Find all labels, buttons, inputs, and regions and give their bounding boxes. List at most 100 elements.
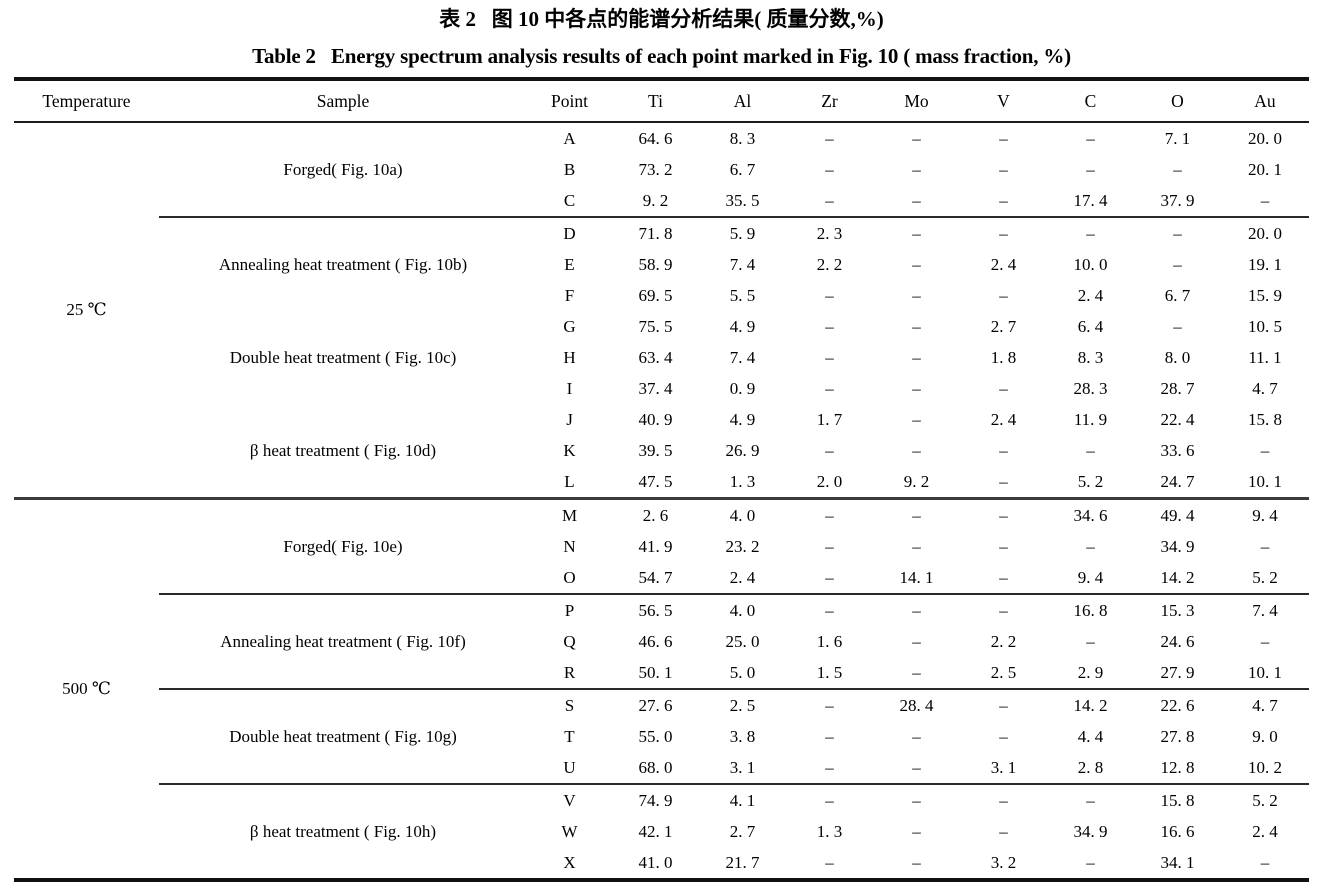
value-cell-v: 2. 4 [990, 254, 1017, 274]
value-cell-ti: 75. 5 [638, 316, 673, 336]
value-cell-au: – [1260, 631, 1270, 651]
table-row: U 68. 0 3. 1 – – 3. 1 2. 8 12. 8 10. 2 [14, 752, 1309, 784]
column-header-point: Point [527, 79, 612, 123]
value-cell-ti: 40. 9 [638, 409, 673, 429]
point-cell: U [563, 757, 576, 777]
value-cell-al: 4. 0 [699, 593, 786, 626]
column-header-ti: Ti [612, 79, 699, 123]
column-header-c: C [1047, 79, 1134, 123]
value-cell-au: 7. 4 [1221, 593, 1309, 626]
column-header-au: Au [1221, 79, 1309, 123]
value-cell-mo: – [912, 536, 921, 556]
value-cell-o: 28. 7 [1160, 378, 1195, 398]
value-cell-c: – [1086, 440, 1095, 460]
value-cell-o: 37. 9 [1160, 190, 1195, 210]
table-title-english: Table 2 Energy spectrum analysis results… [252, 44, 1071, 68]
value-cell-mo: – [912, 347, 921, 367]
value-cell-zr: – [825, 128, 834, 148]
value-cell-v: – [960, 688, 1047, 721]
sample-cell: β heat treatment ( Fig. 10d) [249, 440, 437, 460]
value-cell-al: 7. 4 [729, 347, 756, 367]
point-cell: S [527, 688, 612, 721]
value-cell-v: 2. 4 [990, 409, 1017, 429]
value-cell-c: – [1086, 159, 1095, 179]
value-cell-v: – [999, 440, 1008, 460]
value-cell-ti: 9. 2 [642, 190, 669, 210]
value-cell-mo: – [912, 159, 921, 179]
value-cell-o: 15. 3 [1134, 593, 1221, 626]
value-cell-al: 4. 1 [699, 783, 786, 816]
table-row: β heat treatment ( Fig. 10h) V 74. 9 4. 1– –… [14, 783, 1309, 880]
value-cell-ti: 56. 5 [612, 593, 699, 626]
value-cell-zr: – [825, 726, 834, 746]
sample-cell: Annealing heat treatment ( Fig. 10b) [159, 216, 527, 311]
value-cell-v: – [999, 128, 1008, 148]
value-cell-au: 10. 2 [1248, 757, 1282, 777]
sample-cell: Forged( Fig. 10e) [159, 497, 527, 594]
point-cell: E [564, 254, 575, 274]
value-cell-al: 26. 9 [725, 440, 760, 460]
sample-cell: Double heat treatment ( Fig. 10c) [229, 347, 457, 367]
value-cell-c: 11. 9 [1073, 409, 1108, 429]
point-cell: N [563, 536, 576, 556]
point-cell: Q [563, 631, 576, 651]
value-cell-mo: – [912, 409, 921, 429]
table-row: I 37. 4 0. 9 – – – 28. 3 28. 7 4. 7 [14, 373, 1309, 404]
value-cell-ti: 47. 5 [638, 471, 673, 491]
value-cell-o: 22. 6 [1134, 688, 1221, 721]
value-cell-au: 5. 2 [1221, 783, 1309, 816]
value-cell-mo: – [912, 378, 921, 398]
value-cell-al: 35. 5 [725, 190, 760, 210]
value-cell-al: 3. 1 [729, 757, 756, 777]
value-cell-c: 34. 6 [1047, 497, 1134, 531]
value-cell-au: 20. 0 [1248, 128, 1282, 148]
value-cell-o: 24. 7 [1160, 471, 1195, 491]
value-cell-al: 2. 4 [729, 567, 756, 587]
table-row: Double heat treatment ( Fig. 10c) G 75. 5 4… [14, 311, 1309, 367]
value-cell-au: 9. 4 [1221, 497, 1309, 531]
value-cell-al: 1. 3 [729, 471, 756, 491]
value-cell-v: 2. 5 [990, 662, 1017, 682]
value-cell-v: 3. 1 [990, 757, 1017, 777]
table-row: L 47. 5 1. 3 2. 0 9. 2 – 5. 2 24. 7 10. 1 [14, 466, 1309, 499]
value-cell-al: 21. 7 [725, 852, 760, 872]
value-cell-o: – [1173, 254, 1182, 274]
temperature-cell: 500 ℃ [14, 497, 159, 880]
value-cell-zr: – [786, 783, 873, 816]
table-row: Annealing heat treatment ( Fig. 10f) P 56.… [14, 593, 1309, 689]
value-cell-o: 33. 6 [1160, 440, 1195, 460]
value-cell-ti: 37. 4 [638, 378, 673, 398]
point-cell: P [527, 593, 612, 626]
value-cell-o: 16. 6 [1160, 821, 1195, 841]
value-cell-al: 4. 9 [729, 316, 756, 336]
value-cell-mo: – [912, 254, 921, 274]
value-cell-v: 2. 2 [990, 631, 1017, 651]
value-cell-mo: – [912, 316, 921, 336]
value-cell-mo: 28. 4 [873, 688, 960, 721]
value-cell-o: 7. 1 [1164, 128, 1191, 148]
value-cell-c: 8. 3 [1077, 347, 1104, 367]
value-cell-al: 4. 9 [729, 409, 756, 429]
energy-spectrum-table: Temperature Sample Point Ti Al Zr Mo V C O Au 25 ℃… [14, 77, 1309, 882]
value-cell-c: 6. 4 [1077, 316, 1104, 336]
value-cell-mo: – [912, 285, 921, 305]
value-cell-o: 49. 4 [1134, 497, 1221, 531]
table-title-chinese: 表 2 图 10 中各点的能谱分析结果( 质量分数,%) [439, 7, 884, 31]
value-cell-zr: – [825, 852, 834, 872]
point-cell: R [563, 662, 576, 682]
value-cell-mo: – [873, 593, 960, 626]
value-cell-ti: 55. 0 [638, 726, 673, 746]
value-cell-zr: 2. 0 [816, 471, 843, 491]
value-cell-al: 4. 0 [699, 497, 786, 531]
value-cell-mo: – [912, 662, 921, 682]
value-cell-o: 34. 9 [1160, 536, 1195, 556]
value-cell-c: 34. 9 [1073, 821, 1108, 841]
value-cell-c: 10. 0 [1073, 254, 1108, 274]
value-cell-mo: 9. 2 [903, 471, 930, 491]
column-header-zr: Zr [786, 79, 873, 123]
value-cell-al: 5. 0 [729, 662, 756, 682]
value-cell-c: – [1086, 631, 1095, 651]
value-cell-o: 27. 9 [1160, 662, 1195, 682]
value-cell-o: 15. 8 [1134, 783, 1221, 816]
